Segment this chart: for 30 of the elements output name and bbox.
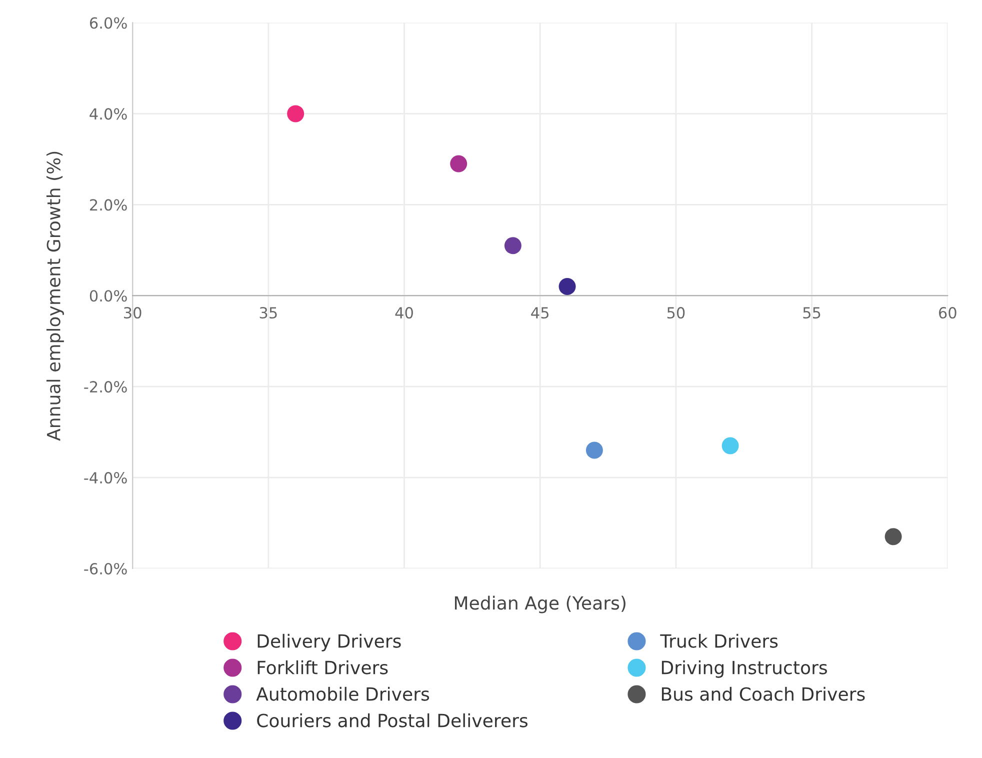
point xyxy=(450,155,468,172)
x-tick-label: 30 xyxy=(124,307,142,319)
x-axis-title: Median Age (Years) xyxy=(454,596,626,614)
y-tick-label: -6.0% xyxy=(84,562,127,575)
y-tick-label: 4.0% xyxy=(90,108,127,120)
y-tick-label: 0.0% xyxy=(90,290,127,302)
y-axis-title: Annual employment Growth (%) xyxy=(46,152,64,441)
point xyxy=(586,442,603,459)
x-tick-label: 55 xyxy=(803,307,820,319)
x-tick-label: 35 xyxy=(260,307,277,319)
legend-label: Truck Drivers xyxy=(660,634,778,648)
y-tick-label: -4.0% xyxy=(84,472,127,484)
point xyxy=(722,437,739,454)
point xyxy=(504,237,522,254)
point xyxy=(287,105,304,122)
x-tick-label: 50 xyxy=(667,307,685,319)
y-tick-label: -2.0% xyxy=(84,381,127,393)
legend-label: Driving Instructors xyxy=(662,660,827,678)
legend-label: Couriers and Postal Deliverers xyxy=(257,713,528,728)
legend-label: Forklift Drivers xyxy=(258,660,388,674)
x-tick-label: 45 xyxy=(531,307,548,319)
legend-label: Automobile Drivers xyxy=(256,686,430,701)
legend-label: Delivery Drivers xyxy=(258,634,401,652)
point xyxy=(884,528,902,546)
legend-label: Bus and Coach Drivers xyxy=(662,686,865,701)
x-tick-label: 40 xyxy=(395,307,413,319)
y-tick-label: 2.0% xyxy=(90,199,127,211)
x-tick-label: 60 xyxy=(938,307,956,319)
point xyxy=(558,278,576,296)
y-tick-label: 6.0% xyxy=(90,17,127,29)
